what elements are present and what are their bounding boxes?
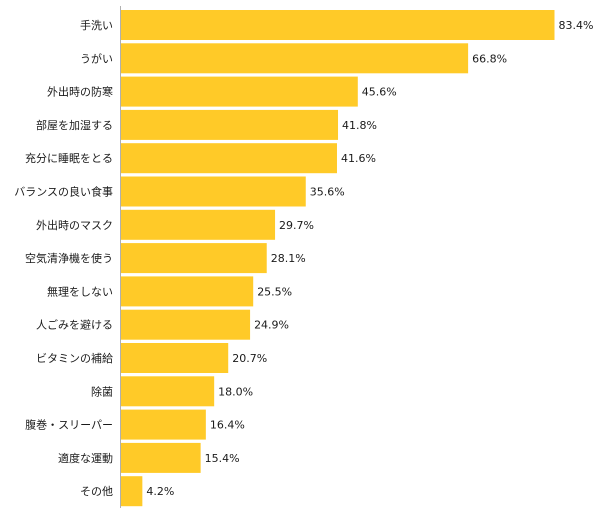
bar	[120, 442, 201, 473]
category-label: 除菌	[91, 384, 113, 398]
bar	[120, 109, 339, 140]
category-label: その他	[80, 485, 113, 498]
bar	[120, 309, 251, 340]
category-label: 充分に睡眠をとる	[25, 151, 113, 165]
value-labels-layer: 83.4% 66.8% 45.6% 41.8% 41.6% 35.6% 29.7% 28.1%…	[146, 19, 593, 498]
category-label: 適度な運動	[58, 451, 113, 465]
category-label: 人ごみを避ける	[36, 318, 113, 332]
value-label: 4.2%	[146, 485, 174, 498]
category-label: うがい	[80, 51, 113, 65]
bar	[120, 43, 469, 74]
value-label: 35.6%	[310, 186, 345, 199]
category-label: 外出時のマスク	[36, 218, 113, 232]
bar	[120, 143, 337, 174]
value-label: 83.4%	[559, 19, 594, 32]
category-label: 部屋を加湿する	[36, 118, 113, 132]
value-label: 16.4%	[210, 419, 245, 432]
value-label: 41.6%	[341, 152, 376, 165]
bar	[120, 409, 206, 440]
bar	[120, 176, 306, 207]
category-label: 腹巻・スリーパー	[25, 418, 113, 432]
value-label: 25.5%	[257, 285, 292, 298]
category-label: 外出時の防寒	[47, 85, 113, 99]
category-label: バランスの良い食事	[14, 185, 113, 199]
category-label: 手洗い	[80, 18, 113, 32]
bar	[120, 376, 215, 407]
category-label: 空気清浄機を使う	[25, 251, 113, 265]
bar	[120, 10, 555, 40]
bar	[120, 276, 254, 307]
category-labels-layer: 手洗いうがい外出時の防寒部屋を加湿する充分に睡眠をとるバランスの良い食事外出時の…	[14, 18, 113, 498]
bar	[120, 76, 358, 107]
value-label: 15.4%	[205, 452, 240, 465]
bar	[120, 343, 229, 373]
bar	[120, 476, 143, 507]
value-label: 45.6%	[362, 86, 397, 99]
value-label: 29.7%	[279, 219, 314, 232]
value-label: 18.0%	[218, 385, 253, 398]
value-label: 20.7%	[232, 352, 267, 365]
bar	[120, 243, 267, 274]
category-label: ビタミンの補給	[36, 351, 113, 365]
bars-layer	[120, 10, 555, 507]
bar	[120, 209, 276, 240]
value-label: 24.9%	[254, 319, 289, 332]
category-label: 無理をしない	[47, 284, 113, 298]
value-label: 66.8%	[472, 52, 507, 65]
value-label: 28.1%	[271, 252, 306, 265]
value-label: 41.8%	[342, 119, 377, 132]
